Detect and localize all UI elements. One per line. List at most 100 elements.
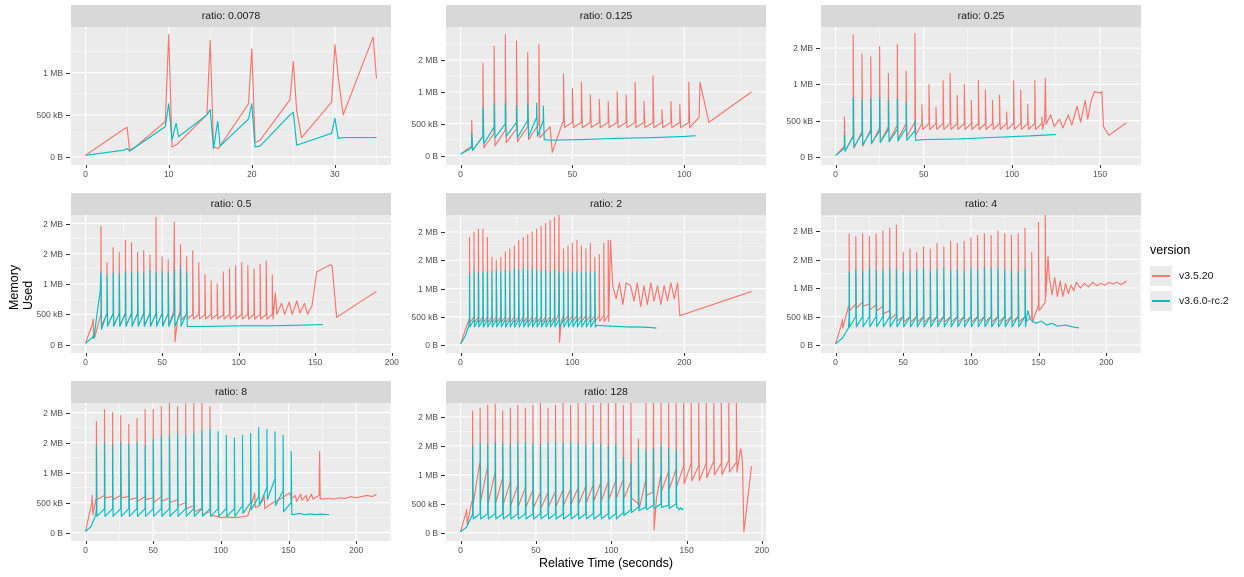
y-tick-label: 2 MB — [43, 437, 63, 448]
x-tick-mark — [1106, 353, 1108, 356]
facet-strip: ratio: 2 — [446, 193, 766, 215]
y-tick-label: 1 MB — [43, 67, 63, 78]
x-tick-mark — [460, 541, 462, 544]
y-tick-label: 1 MB — [43, 279, 63, 289]
y-tick-label: 2 MB — [418, 411, 438, 422]
y-tick-label: 500 kB — [786, 311, 813, 322]
series-line-v3.6.0-rc.2 — [85, 268, 323, 344]
y-tick-mark — [816, 48, 820, 50]
y-tick-label: 0 B — [425, 150, 438, 161]
x-axis: 0 50 100 — [446, 165, 766, 187]
x-tick-mark — [1100, 165, 1101, 168]
series-line-v3.6.0-rc.2 — [460, 102, 696, 155]
x-axis-title: Relative Time (seconds) — [538, 556, 674, 570]
facet-6: ratio: 8 0 B 500 kB 1 MB 2 MB 2 MB 0 50 100 150 20… — [16, 381, 391, 569]
x-tick-label: 150 — [281, 545, 296, 555]
y-tick-label: 500 kB — [411, 311, 438, 322]
facet-plot-svg — [446, 403, 766, 541]
facet-plot-svg — [446, 215, 766, 353]
facet-4: ratio: 2 0 B 500 kB 1 MB 2 MB 2 MB 0 100 200 — [391, 193, 766, 381]
x-tick-label: 50 — [531, 545, 541, 555]
series-line-v3.5.20 — [85, 34, 378, 156]
y-tick-label: 0 B — [800, 340, 813, 350]
y-tick-mark — [816, 259, 820, 261]
x-tick-mark — [762, 541, 763, 544]
x-tick-mark — [572, 165, 574, 168]
x-tick-label: 100 — [963, 357, 978, 367]
y-tick-label: 500 kB — [36, 309, 63, 320]
facet-1: ratio: 0.125 0 B 500 kB 1 MB 2 MB 0 50 100 — [391, 5, 766, 193]
y-tick-mark — [66, 472, 70, 474]
y-tick-mark — [441, 155, 445, 157]
x-tick-label: 150 — [679, 545, 694, 555]
series-line-v3.5.20 — [84, 403, 377, 532]
y-tick-mark — [66, 532, 70, 534]
y-tick-mark — [441, 260, 445, 262]
series-line-v3.5.20 — [835, 32, 1127, 156]
x-axis: 0 50 100 150 200 — [446, 541, 770, 563]
y-tick-label: 2 MB — [43, 407, 63, 418]
y-tick-label: 1 MB — [43, 467, 63, 478]
x-axis: 0 50 100 150 — [821, 165, 1141, 187]
x-axis: 0 10 20 30 — [71, 165, 391, 187]
x-tick-mark — [356, 541, 358, 544]
x-tick-mark — [85, 353, 87, 356]
facet-strip: ratio: 128 — [446, 381, 766, 403]
series-line-v3.6.0-rc.2 — [835, 96, 1056, 157]
x-tick-mark — [923, 165, 925, 168]
x-tick-mark — [835, 165, 837, 168]
y-tick-mark — [66, 344, 70, 346]
y-tick-label: 2 MB — [418, 55, 438, 66]
x-tick-label: 200 — [1099, 357, 1114, 367]
legend-title: version — [1150, 243, 1191, 257]
y-tick-mark — [441, 123, 445, 125]
legend-entry: v3.6.0-rc.2 — [1150, 291, 1229, 311]
y-tick-mark — [441, 91, 445, 93]
facet-7: ratio: 128 0 B 500 kB 1 MB 2 MB 2 MB 0 50 100 150… — [391, 381, 770, 569]
y-tick-label: 1 MB — [418, 469, 438, 480]
x-axis: 0 50 100 150 200 — [821, 353, 1141, 375]
x-tick-mark — [315, 353, 317, 356]
x-tick-mark — [684, 165, 686, 168]
y-tick-label: 1 MB — [418, 86, 438, 97]
y-tick-mark — [66, 114, 70, 116]
facet-plot-svg — [71, 27, 391, 165]
y-tick-mark — [816, 157, 820, 158]
series-line-v3.6.0-rc.2 — [460, 268, 657, 345]
y-axis: 0 B 500 kB 1 MB 2 MB 2 MB — [766, 215, 821, 353]
x-tick-mark — [460, 353, 462, 356]
x-tick-label: 200 — [754, 545, 770, 555]
x-tick-mark — [686, 541, 688, 544]
x-tick-mark — [460, 165, 462, 168]
y-tick-mark — [441, 288, 445, 290]
y-tick-label: 500 kB — [36, 109, 63, 120]
y-tick-label: 0 B — [425, 340, 438, 351]
x-tick-mark — [970, 353, 972, 356]
y-tick-mark — [66, 314, 70, 316]
y-tick-label: 1 MB — [793, 79, 813, 90]
facet-strip: ratio: 4 — [821, 193, 1141, 215]
y-tick-mark — [441, 474, 445, 476]
legend-key-v3.6.0-rc.2 — [1150, 291, 1172, 311]
legend: version v3.5.20 v3.6.0-rc.2 — [1150, 243, 1229, 316]
x-tick-mark — [1011, 165, 1013, 168]
facet-strip: ratio: 0.125 — [446, 5, 766, 27]
y-tick-mark — [441, 316, 445, 318]
y-axis: 0 B 500 kB 1 MB 2 MB 2 MB — [391, 403, 446, 541]
x-tick-mark — [535, 541, 537, 544]
facet-0: ratio: 0.0078 0 B 500 kB 1 MB 0 10 20 30 — [16, 5, 391, 193]
facet-plot-svg — [71, 215, 391, 353]
x-tick-mark — [153, 541, 155, 544]
y-tick-mark — [66, 223, 70, 225]
y-tick-label: 2 MB — [793, 226, 813, 236]
series-line-v3.6.0-rc.2 — [85, 427, 330, 532]
red-line-sample-icon — [1152, 275, 1170, 277]
x-tick-mark — [162, 353, 164, 356]
y-axis: 0 B 500 kB 1 MB 2 MB 2 MB — [16, 403, 71, 541]
y-tick-mark — [816, 316, 820, 318]
x-axis: 0 100 200 — [446, 353, 766, 375]
facet-plot-svg — [446, 27, 766, 165]
y-tick-mark — [66, 442, 70, 444]
x-tick-mark — [835, 353, 837, 356]
y-tick-mark — [441, 416, 445, 418]
